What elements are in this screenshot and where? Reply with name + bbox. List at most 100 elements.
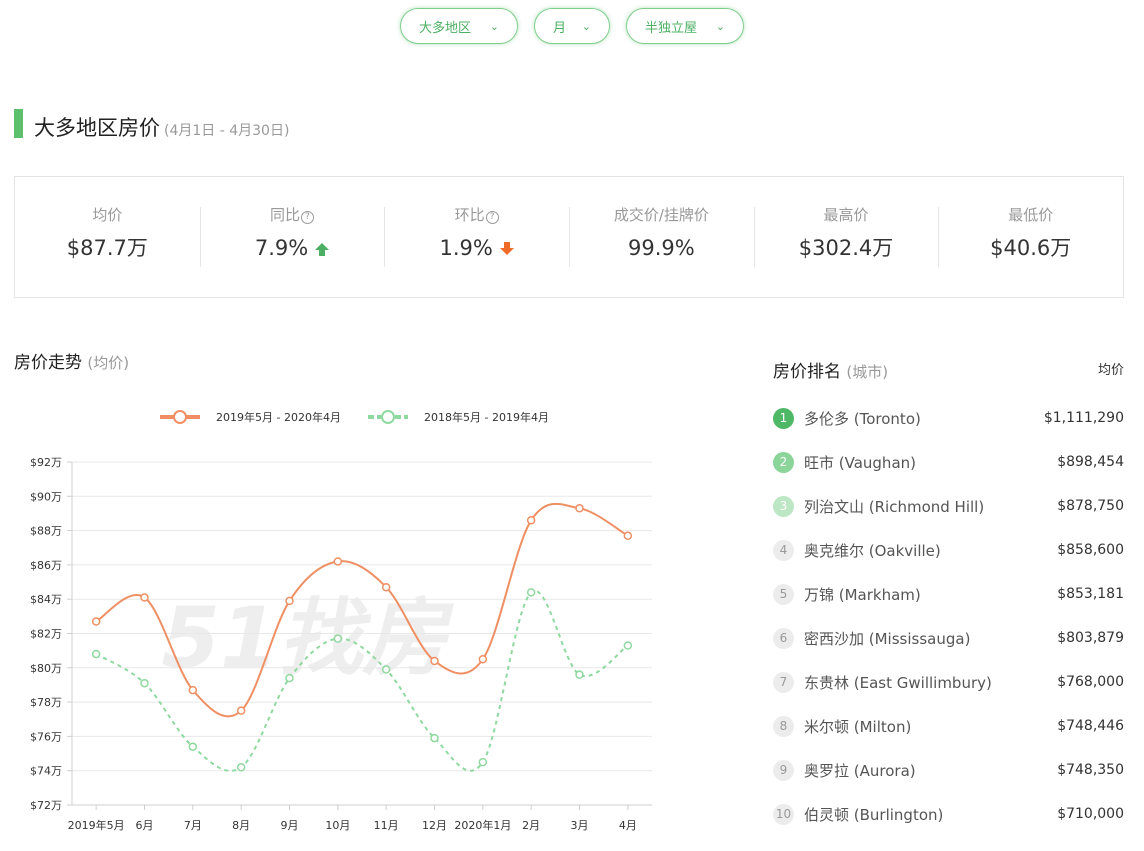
data-point-previous — [430, 733, 439, 743]
ranking-row[interactable]: 9 奥罗拉 (Aurora) $748,350 — [773, 748, 1124, 792]
x-tick-label: 8月 — [232, 819, 250, 832]
period-filter-label: 月 — [553, 20, 567, 36]
y-tick-label: $80万 — [30, 662, 62, 675]
y-tick-label: $82万 — [30, 628, 62, 641]
stat-value: $87.7万 — [66, 236, 148, 260]
data-point-previous — [140, 678, 149, 688]
data-point-previous — [478, 757, 488, 767]
arrow-up-icon — [315, 243, 330, 256]
data-point-current — [381, 582, 391, 592]
data-point-current — [236, 706, 246, 715]
city-price: $878,750 — [1057, 498, 1124, 514]
data-point-current — [188, 685, 198, 695]
city-price: $768,000 — [1057, 674, 1124, 690]
stat-value: 7.9% — [254, 236, 309, 260]
rank-badge: 3 — [773, 495, 794, 517]
y-tick-label: $78万 — [30, 696, 62, 709]
city-price: $898,454 — [1057, 454, 1124, 470]
city-name: 奥罗拉 (Aurora) — [804, 761, 916, 780]
city-price: $710,000 — [1057, 806, 1124, 822]
rank-badge: 1 — [773, 407, 794, 429]
data-point-previous — [91, 649, 101, 659]
rank-badge: 2 — [773, 451, 794, 473]
data-point-previous — [623, 641, 633, 650]
data-point-current — [91, 617, 101, 626]
stat-value: 99.9% — [627, 236, 695, 260]
data-point-current — [430, 656, 439, 666]
y-tick-label: $84万 — [30, 593, 62, 606]
ranking-row[interactable]: 8 米尔顿 (Milton) $748,446 — [773, 704, 1124, 748]
chevron-down-icon: ⌄ — [489, 19, 499, 33]
stat-label: 最低价 — [1008, 206, 1054, 224]
stat-average: 均价 $87.7万 — [15, 206, 200, 267]
ranking-row[interactable]: 3 列治文山 (Richmond Hill) $878,750 — [773, 484, 1124, 528]
x-tick-label: 6月 — [136, 819, 154, 832]
legend-label: 2019年5月 - 2020年4月 — [216, 410, 341, 424]
data-point-previous — [333, 634, 343, 643]
x-tick-label: 3月 — [571, 819, 589, 832]
x-tick-label: 9月 — [281, 819, 299, 832]
city-price: $803,879 — [1057, 630, 1124, 646]
ranking-row[interactable]: 6 密西沙加 (Mississauga) $803,879 — [773, 616, 1124, 660]
chart-subtitle: (均价) — [87, 354, 130, 372]
y-tick-label: $72万 — [30, 799, 62, 812]
stat-label: 同比 — [270, 206, 301, 224]
data-point-current — [575, 504, 584, 513]
x-tick-label: 2020年1月 — [454, 818, 511, 832]
stat-label: 成交价/挂牌价 — [613, 206, 709, 224]
city-name: 东贵林 (East Gwillimbury) — [804, 673, 992, 692]
data-point-current — [285, 596, 294, 606]
data-point-current — [623, 531, 633, 540]
rank-badge: 4 — [773, 539, 794, 561]
help-icon[interactable]: ? — [485, 211, 499, 224]
ranking-row[interactable]: 7 东贵林 (East Gwillimbury) $768,000 — [773, 660, 1124, 704]
ranking-row[interactable]: 2 旺市 (Vaughan) $898,454 — [773, 440, 1124, 484]
page-title: 大多地区房价 (4月1日 - 4月30日) — [34, 112, 289, 142]
price-trend-chart: 51找房 $72万 $74万 $76万 $78万 $80万 $82万 $84万 $86万 $88万… — [30, 410, 652, 832]
data-point-current — [333, 557, 343, 566]
stat-yoy: 同比? 7.9% — [199, 206, 385, 267]
ranking-row[interactable]: 4 奥克维尔 (Oakville) $858,600 — [773, 528, 1124, 572]
stat-value: $302.4万 — [798, 236, 894, 260]
chart-title: 房价走势 (均价) — [14, 348, 129, 373]
period-filter-dropdown[interactable]: 月 ⌄ — [534, 8, 610, 44]
ranking-row[interactable]: 10 伯灵顿 (Burlington) $710,000 — [773, 792, 1124, 836]
y-tick-label: $90万 — [30, 490, 62, 503]
rank-badge: 6 — [773, 627, 794, 649]
city-name: 奥克维尔 (Oakville) — [804, 541, 941, 560]
property-type-dropdown[interactable]: 半独立屋 ⌄ — [626, 8, 744, 44]
region-filter-dropdown[interactable]: 大多地区 ⌄ — [400, 8, 518, 44]
region-filter-label: 大多地区 — [419, 20, 472, 36]
city-price: $1,111,290 — [1043, 410, 1124, 426]
data-point-current — [140, 593, 149, 602]
property-type-label: 半独立屋 — [645, 20, 698, 36]
rank-badge: 7 — [773, 671, 794, 693]
x-tick-label: 10月 — [325, 819, 350, 832]
date-range: (4月1日 - 4月30日) — [164, 123, 290, 139]
y-tick-label: $74万 — [30, 765, 62, 778]
chevron-down-icon: ⌄ — [715, 19, 725, 33]
city-name: 伯灵顿 (Burlington) — [804, 805, 944, 824]
stat-highest: 最高价 $302.4万 — [753, 206, 939, 267]
city-name: 旺市 (Vaughan) — [804, 453, 916, 472]
data-point-previous — [526, 588, 536, 597]
x-tick-label: 12月 — [422, 819, 447, 832]
rank-badge: 8 — [773, 715, 794, 737]
y-tick-label: $86万 — [30, 559, 62, 572]
x-tick-label: 2019年5月 — [68, 818, 125, 832]
data-point-current — [526, 516, 536, 525]
ranking-row[interactable]: 5 万锦 (Markham) $853,181 — [773, 572, 1124, 616]
stat-label: 环比 — [454, 206, 485, 224]
y-tick-label: $76万 — [30, 730, 62, 743]
city-price: $748,350 — [1057, 762, 1124, 778]
city-name: 万锦 (Markham) — [804, 585, 921, 604]
data-point-previous — [381, 665, 391, 674]
stat-label: 最高价 — [823, 206, 869, 224]
ranking-subtitle: (城市) — [846, 363, 889, 381]
city-price: $748,446 — [1057, 718, 1124, 734]
data-point-previous — [575, 670, 584, 679]
rank-badge: 5 — [773, 583, 794, 605]
chart-title-text: 房价走势 — [14, 353, 82, 373]
ranking-row[interactable]: 1 多伦多 (Toronto) $1,111,290 — [773, 396, 1124, 440]
help-icon[interactable]: ? — [301, 211, 315, 224]
